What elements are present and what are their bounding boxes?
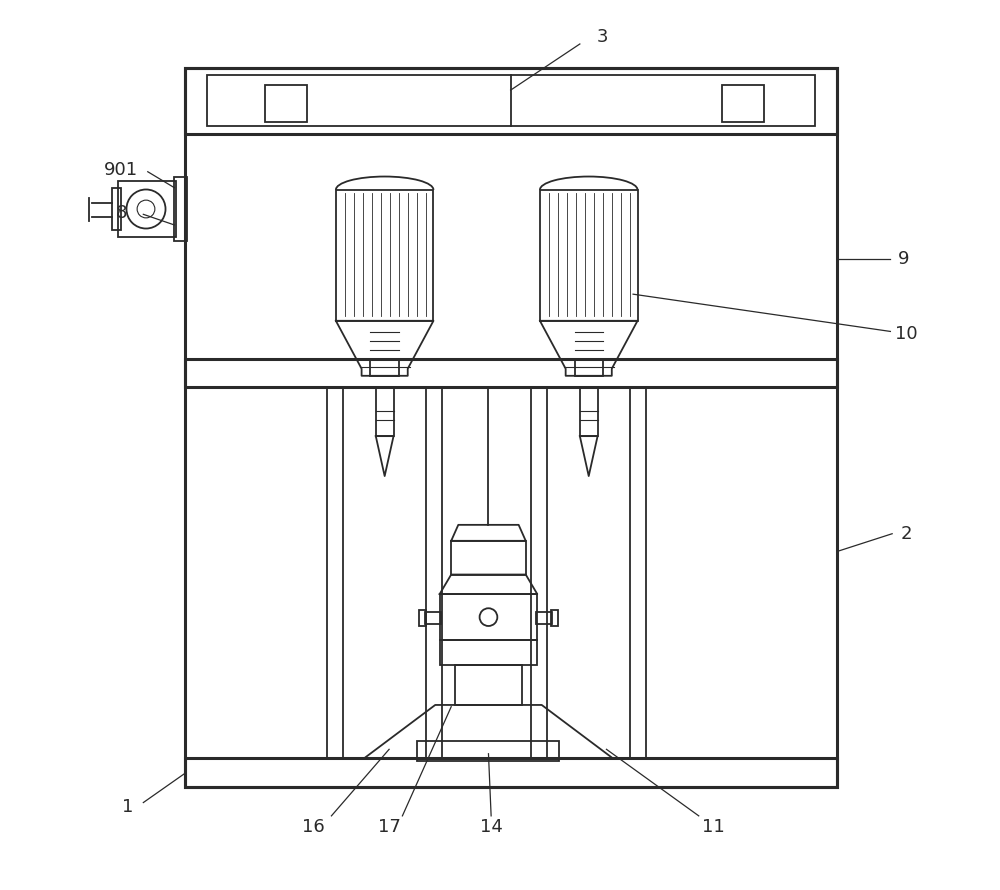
Bar xyxy=(580,387,598,436)
Bar xyxy=(370,359,399,376)
Text: 11: 11 xyxy=(702,818,724,836)
Text: 901: 901 xyxy=(104,161,138,179)
Text: 16: 16 xyxy=(302,818,325,836)
Text: 1: 1 xyxy=(122,798,133,816)
Bar xyxy=(419,610,426,626)
Bar xyxy=(185,758,837,787)
Bar xyxy=(118,182,176,237)
Bar xyxy=(207,75,815,125)
Bar xyxy=(722,85,764,122)
Bar xyxy=(630,387,646,758)
Bar xyxy=(425,611,441,624)
Bar xyxy=(336,190,433,320)
Bar xyxy=(540,190,638,320)
Text: 9: 9 xyxy=(898,250,909,268)
Bar xyxy=(112,188,121,231)
Text: 17: 17 xyxy=(378,818,401,836)
Bar xyxy=(536,611,552,624)
Bar xyxy=(440,640,537,665)
Text: 14: 14 xyxy=(480,818,503,836)
Bar xyxy=(551,610,558,626)
Text: 10: 10 xyxy=(895,325,918,344)
Text: 8: 8 xyxy=(115,204,127,222)
Bar xyxy=(440,594,537,640)
Bar xyxy=(174,177,187,241)
Bar xyxy=(455,665,522,705)
Bar xyxy=(531,387,547,758)
Bar xyxy=(417,741,559,761)
Text: 3: 3 xyxy=(596,28,608,46)
Bar xyxy=(426,387,442,758)
Bar xyxy=(575,359,603,376)
Text: 2: 2 xyxy=(901,525,912,543)
Bar xyxy=(185,68,837,134)
Bar xyxy=(376,387,394,436)
Bar xyxy=(185,359,837,387)
Bar xyxy=(265,85,307,122)
Bar xyxy=(185,68,837,787)
Bar xyxy=(327,387,343,758)
Bar xyxy=(451,541,526,575)
